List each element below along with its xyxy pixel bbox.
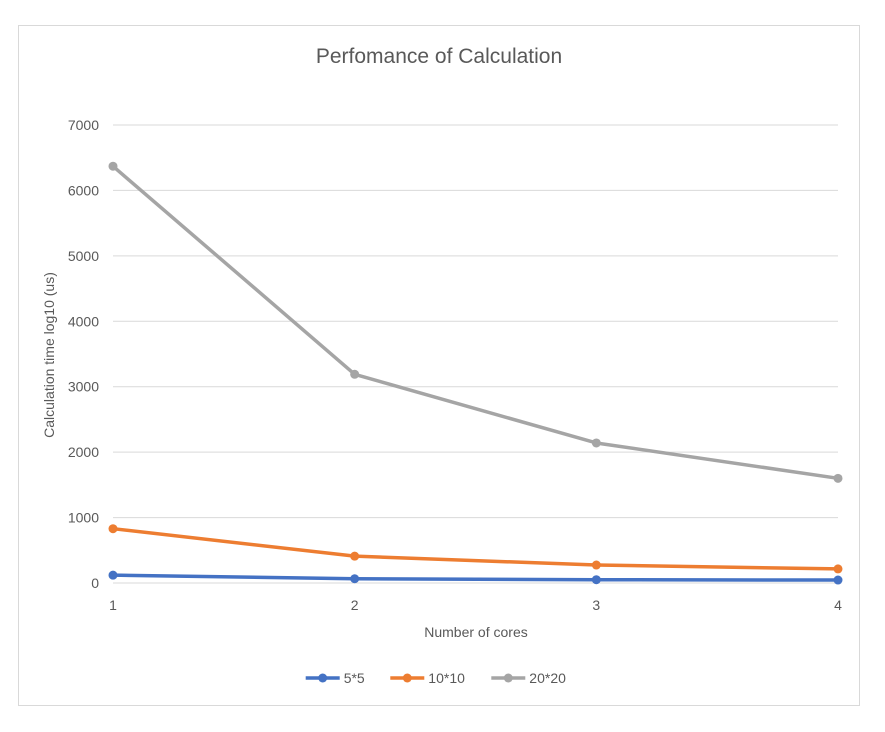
legend: 5*5 10*10 20*20 [305, 670, 566, 686]
y-tick-label: 0 [91, 575, 99, 591]
legend-swatch-marker [402, 673, 412, 683]
series-1 [108, 570, 843, 585]
series-2 [108, 524, 843, 574]
legend-label: 20*20 [529, 670, 566, 686]
x-tick-label: 2 [351, 597, 359, 613]
y-tick-label: 7000 [68, 117, 99, 133]
y-axis-title: Calculation time log10 (us) [41, 272, 57, 438]
data-point [350, 369, 360, 379]
legend-label: 10*10 [428, 670, 465, 686]
x-axis-ticks: 1 2 3 4 [109, 597, 842, 613]
data-point [591, 560, 601, 570]
series-line [111, 526, 840, 571]
data-point [833, 575, 843, 585]
chart-title: Perfomance of Calculation [316, 45, 562, 68]
y-tick-label: 1000 [68, 510, 99, 526]
legend-swatch-marker [318, 673, 328, 683]
series-line [111, 573, 840, 582]
series-line [111, 164, 840, 481]
legend-label: 5*5 [344, 670, 365, 686]
data-point [108, 570, 118, 580]
series-3 [108, 161, 843, 483]
data-point [108, 524, 118, 534]
data-point [350, 574, 360, 584]
y-tick-label: 4000 [68, 313, 99, 329]
data-point [833, 564, 843, 574]
x-axis-title: Number of cores [424, 624, 527, 640]
gridlines [113, 124, 838, 584]
legend-swatch-marker [503, 673, 513, 683]
legend-item: 20*20 [491, 670, 566, 686]
legend-item: 10*10 [390, 670, 465, 686]
y-tick-label: 5000 [68, 248, 99, 264]
y-tick-label: 6000 [68, 182, 99, 198]
data-point [350, 551, 360, 561]
y-axis-ticks: 0 1000 2000 3000 4000 5000 6000 7000 [68, 117, 99, 591]
data-point [591, 438, 601, 448]
chart-frame [18, 25, 860, 706]
x-tick-label: 3 [592, 597, 600, 613]
y-tick-label: 3000 [68, 379, 99, 395]
data-point [591, 575, 601, 585]
series-layer [108, 161, 843, 585]
data-point [833, 473, 843, 483]
y-tick-label: 2000 [68, 444, 99, 460]
data-point [108, 161, 118, 171]
legend-item: 5*5 [305, 670, 365, 686]
x-tick-label: 1 [109, 597, 117, 613]
x-tick-label: 4 [834, 597, 842, 613]
